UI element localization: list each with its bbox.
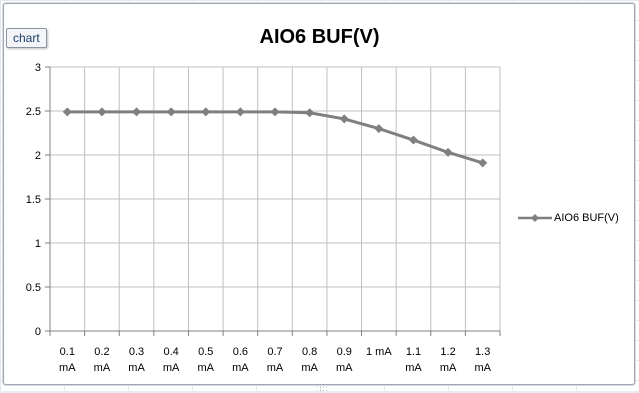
data-point-marker xyxy=(201,107,211,117)
legend-label: AIO6 BUF(V) xyxy=(554,212,619,224)
data-point-marker xyxy=(97,107,107,117)
x-tick-label: 1.2 xyxy=(440,346,455,358)
data-point-marker xyxy=(132,107,142,117)
x-tick-label: 0.3 xyxy=(129,346,144,358)
x-tick-label: 0.4 xyxy=(164,346,179,358)
y-tick-label: 3 xyxy=(35,62,41,74)
data-point-marker xyxy=(270,107,280,117)
x-tick-label-unit: mA xyxy=(128,362,145,374)
x-tick-label-unit: mA xyxy=(474,362,491,374)
x-tick-label: 0.5 xyxy=(198,346,213,358)
legend-line-marker xyxy=(518,214,552,222)
data-point-marker xyxy=(235,107,245,117)
x-tick-label-unit: mA xyxy=(94,362,111,374)
x-tick-label-unit: mA xyxy=(163,362,180,374)
x-tick-label: 0.2 xyxy=(94,346,109,358)
chart-title: AIO6 BUF(V) xyxy=(259,26,380,48)
data-point-marker xyxy=(305,108,315,118)
x-tick-label: 1 mA xyxy=(366,346,392,358)
data-point-marker xyxy=(166,107,176,117)
chart-name-tag[interactable]: chart xyxy=(6,28,47,48)
y-tick-label: 2.5 xyxy=(26,106,41,118)
x-tick-label-unit: mA xyxy=(336,362,353,374)
x-tick-label: 0.9 xyxy=(337,346,352,358)
data-point-marker xyxy=(408,135,418,145)
y-tick-label: 0 xyxy=(35,326,41,338)
x-tick-label: 0.7 xyxy=(267,346,282,358)
x-tick-label-unit: mA xyxy=(232,362,249,374)
data-point-marker xyxy=(339,114,349,124)
x-tick-label: 0.6 xyxy=(233,346,248,358)
x-tick-label: 0.8 xyxy=(302,346,317,358)
data-point-marker xyxy=(374,124,384,134)
y-tick-label: 0.5 xyxy=(26,282,41,294)
y-tick-label: 1 xyxy=(35,238,41,250)
x-tick-label-unit: mA xyxy=(59,362,76,374)
resize-handle[interactable]: :::: xyxy=(316,384,329,393)
x-tick-label-unit: mA xyxy=(301,362,318,374)
x-tick-label: 0.1 xyxy=(60,346,75,358)
legend: AIO6 BUF(V) xyxy=(518,212,619,224)
x-tick-label-unit: mA xyxy=(440,362,457,374)
data-point-marker xyxy=(443,147,453,157)
x-tick-label: 1.3 xyxy=(475,346,490,358)
data-point-marker xyxy=(478,158,488,168)
y-tick-label: 1.5 xyxy=(26,194,41,206)
x-tick-label-unit: mA xyxy=(267,362,284,374)
x-tick-label-unit: mA xyxy=(405,362,422,374)
y-tick-label: 2 xyxy=(35,150,41,162)
x-tick-label: 1.1 xyxy=(406,346,421,358)
x-tick-label-unit: mA xyxy=(198,362,215,374)
data-point-marker xyxy=(62,107,72,117)
